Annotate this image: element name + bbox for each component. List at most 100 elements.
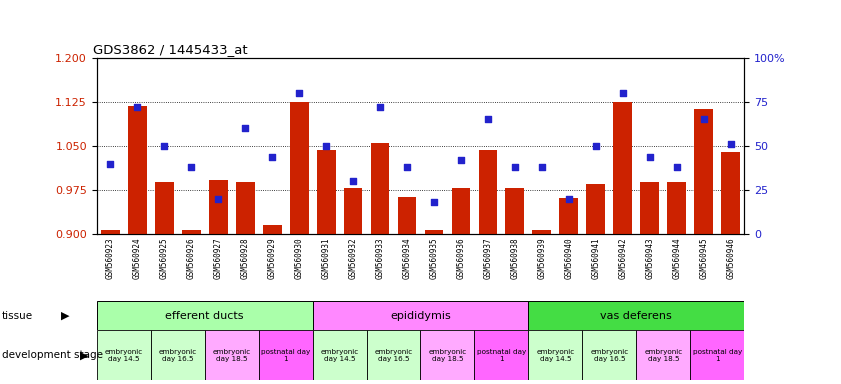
Bar: [262, 225, 282, 234]
Bar: [182, 230, 201, 234]
Text: GSM560937: GSM560937: [484, 238, 493, 279]
Point: [508, 164, 521, 170]
Text: embryonic
day 18.5: embryonic day 18.5: [644, 349, 682, 362]
Bar: [452, 188, 470, 234]
Text: GSM560946: GSM560946: [727, 238, 735, 279]
Text: GSM560934: GSM560934: [403, 238, 411, 279]
Text: tissue: tissue: [2, 311, 33, 321]
Point: [266, 154, 279, 160]
Point: [293, 90, 306, 96]
Bar: [151, 330, 204, 380]
Text: GSM560930: GSM560930: [294, 238, 304, 279]
Point: [157, 143, 171, 149]
Bar: [474, 330, 528, 380]
Text: postnatal day
1: postnatal day 1: [261, 349, 310, 362]
Bar: [505, 188, 525, 234]
Bar: [420, 330, 474, 380]
Bar: [613, 102, 632, 234]
Point: [320, 143, 333, 149]
Text: postnatal day
1: postnatal day 1: [477, 349, 526, 362]
Point: [616, 90, 630, 96]
Bar: [209, 180, 228, 234]
Bar: [97, 301, 313, 330]
Bar: [582, 330, 637, 380]
Bar: [235, 182, 255, 234]
Bar: [640, 182, 659, 234]
Text: embryonic
day 16.5: embryonic day 16.5: [159, 349, 197, 362]
Point: [535, 164, 548, 170]
Text: vas deferens: vas deferens: [600, 311, 672, 321]
Bar: [532, 230, 552, 234]
Bar: [528, 301, 744, 330]
Bar: [425, 230, 443, 234]
Text: GSM560925: GSM560925: [160, 238, 169, 279]
Bar: [637, 330, 690, 380]
Text: development stage: development stage: [2, 350, 103, 360]
Point: [184, 164, 198, 170]
Bar: [367, 330, 420, 380]
Bar: [722, 152, 740, 234]
Bar: [204, 330, 258, 380]
Point: [373, 104, 387, 110]
Bar: [344, 188, 362, 234]
Bar: [371, 143, 389, 234]
Bar: [316, 150, 336, 234]
Text: GSM560933: GSM560933: [376, 238, 384, 279]
Text: embryonic
day 14.5: embryonic day 14.5: [320, 349, 358, 362]
Bar: [398, 197, 416, 234]
Text: GSM560932: GSM560932: [348, 238, 357, 279]
Bar: [695, 109, 713, 234]
Point: [211, 196, 225, 202]
Text: GSM560943: GSM560943: [645, 238, 654, 279]
Text: GSM560926: GSM560926: [187, 238, 196, 279]
Bar: [289, 102, 309, 234]
Bar: [479, 150, 497, 234]
Text: postnatal day
1: postnatal day 1: [693, 349, 742, 362]
Point: [724, 141, 738, 147]
Text: GSM560923: GSM560923: [106, 238, 114, 279]
Point: [670, 164, 684, 170]
Point: [481, 116, 495, 122]
Text: GSM560924: GSM560924: [133, 238, 141, 279]
Bar: [668, 182, 686, 234]
Text: embryonic
day 14.5: embryonic day 14.5: [104, 349, 143, 362]
Point: [238, 125, 251, 131]
Bar: [101, 230, 119, 234]
Point: [130, 104, 144, 110]
Text: GSM560936: GSM560936: [457, 238, 465, 279]
Point: [643, 154, 657, 160]
Text: embryonic
day 18.5: embryonic day 18.5: [213, 349, 251, 362]
Point: [697, 116, 711, 122]
Text: GSM560941: GSM560941: [591, 238, 600, 279]
Bar: [313, 330, 367, 380]
Point: [400, 164, 414, 170]
Text: efferent ducts: efferent ducts: [166, 311, 244, 321]
Text: ▶: ▶: [61, 311, 69, 321]
Bar: [155, 182, 173, 234]
Text: GSM560927: GSM560927: [214, 238, 223, 279]
Text: GSM560929: GSM560929: [267, 238, 277, 279]
Text: GSM560938: GSM560938: [510, 238, 520, 279]
Text: GSM560928: GSM560928: [241, 238, 250, 279]
Text: embryonic
day 16.5: embryonic day 16.5: [374, 349, 413, 362]
Text: embryonic
day 14.5: embryonic day 14.5: [537, 349, 574, 362]
Bar: [559, 198, 579, 234]
Point: [454, 157, 468, 163]
Text: GDS3862 / 1445433_at: GDS3862 / 1445433_at: [93, 43, 248, 56]
Text: GSM560944: GSM560944: [672, 238, 681, 279]
Text: GSM560935: GSM560935: [430, 238, 438, 279]
Text: ▶: ▶: [80, 350, 88, 360]
Text: embryonic
day 16.5: embryonic day 16.5: [590, 349, 628, 362]
Point: [103, 161, 117, 167]
Bar: [586, 184, 606, 234]
Point: [427, 199, 441, 205]
Text: GSM560945: GSM560945: [700, 238, 708, 279]
Text: GSM560939: GSM560939: [537, 238, 547, 279]
Text: embryonic
day 18.5: embryonic day 18.5: [428, 349, 467, 362]
Bar: [97, 330, 151, 380]
Point: [562, 196, 575, 202]
Text: GSM560942: GSM560942: [618, 238, 627, 279]
Bar: [128, 106, 146, 234]
Text: epididymis: epididymis: [390, 311, 451, 321]
Bar: [528, 330, 582, 380]
